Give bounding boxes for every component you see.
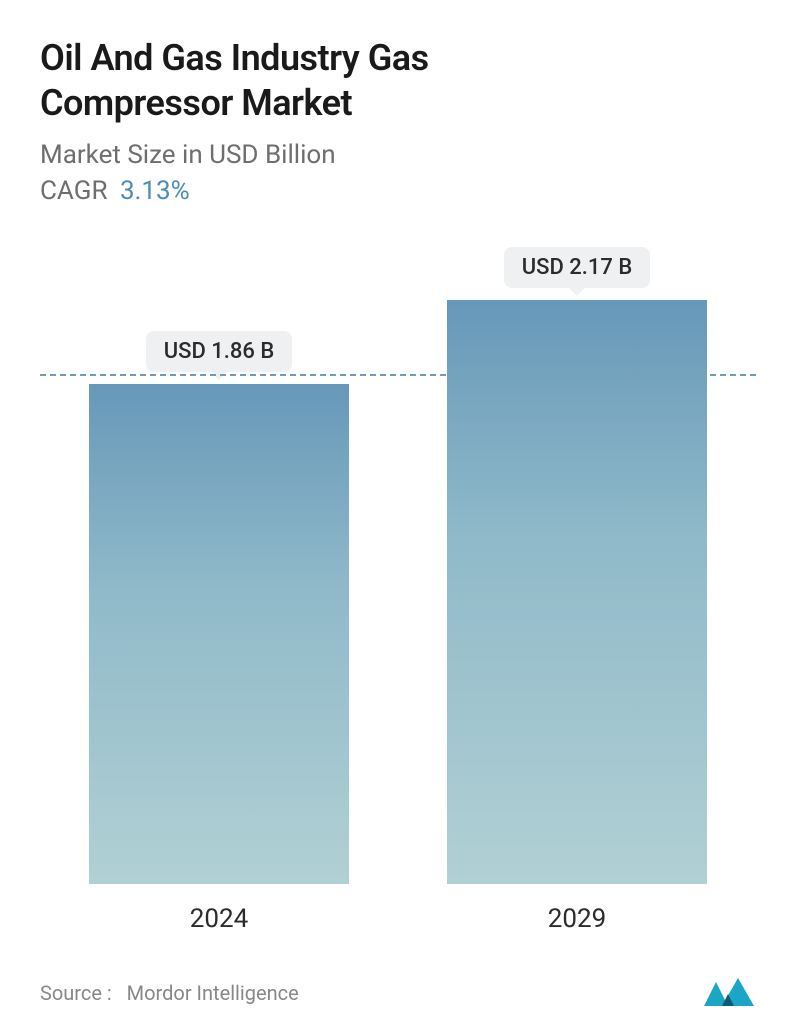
chart-area: USD 1.86 B USD 2.17 B 2024 2029: [40, 254, 756, 934]
bar-group-2024: USD 1.86 B: [79, 331, 359, 884]
chart-title: Oil And Gas Industry Gas Compressor Mark…: [40, 36, 600, 126]
cagr-value: 3.13%: [120, 176, 190, 206]
cagr-line: CAGR 3.13%: [40, 176, 756, 206]
source-label: Source :: [40, 981, 112, 1005]
bar-2029: [447, 300, 707, 884]
source-text: Source : Mordor Intelligence: [40, 981, 299, 1005]
bar-2024: [89, 384, 349, 884]
xlabel-2029: 2029: [437, 904, 717, 934]
bar-group-2029: USD 2.17 B: [437, 247, 717, 884]
source-name: Mordor Intelligence: [127, 981, 299, 1005]
x-axis-labels: 2024 2029: [40, 904, 756, 934]
xlabel-2024: 2024: [79, 904, 359, 934]
footer: Source : Mordor Intelligence: [40, 976, 756, 1010]
value-label-2029: USD 2.17 B: [504, 247, 651, 288]
bars-row: USD 1.86 B USD 2.17 B: [40, 264, 756, 884]
value-label-2024: USD 1.86 B: [146, 331, 293, 372]
cagr-label: CAGR: [40, 176, 107, 206]
chart-subtitle: Market Size in USD Billion: [40, 140, 756, 170]
mordor-logo-icon: [702, 976, 756, 1010]
